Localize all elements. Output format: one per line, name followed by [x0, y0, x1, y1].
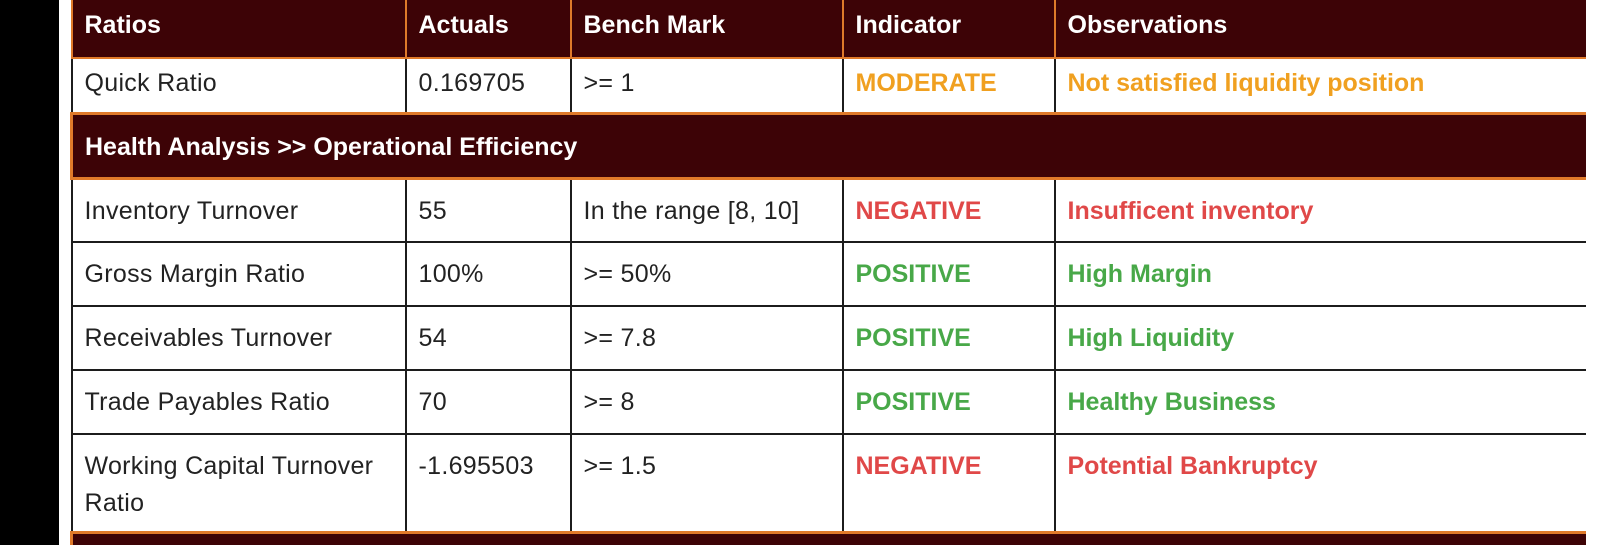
table-row: Receivables Turnover 54 >= 7.8 POSITIVE …: [70, 305, 1586, 371]
observation-text: High Margin: [1053, 241, 1586, 307]
column-header-ratios: Ratios: [70, 0, 407, 59]
actual-value: -1.695503: [404, 433, 572, 533]
column-header-observations: Observations: [1053, 0, 1586, 59]
table-row: Trade Payables Ratio 70 >= 8 POSITIVE He…: [70, 369, 1586, 435]
table-header-row: Ratios Actuals Bench Mark Indicator Obse…: [70, 0, 1586, 59]
ratio-name: Receivables Turnover: [70, 305, 407, 371]
ratio-name: Inventory Turnover: [70, 177, 407, 243]
actual-value: 70: [404, 369, 572, 435]
indicator-badge: POSITIVE: [841, 241, 1056, 307]
ratio-analysis-table-wrapper: Ratios Actuals Bench Mark Indicator Obse…: [70, 0, 1586, 545]
actual-value: 55: [404, 177, 572, 243]
benchmark-value: >= 50%: [569, 241, 844, 307]
benchmark-value: >= 7.8: [569, 305, 844, 371]
benchmark-value: >= 1.5: [569, 433, 844, 533]
ratio-analysis-table: Ratios Actuals Bench Mark Indicator Obse…: [70, 0, 1586, 545]
observation-text: High Liquidity: [1053, 305, 1586, 371]
column-header-actuals: Actuals: [404, 0, 572, 59]
indicator-badge: MODERATE: [841, 57, 1056, 114]
observation-text: Potential Bankruptcy: [1053, 433, 1586, 533]
benchmark-value: >= 1: [569, 57, 844, 114]
next-section-header-cell: [70, 530, 1586, 545]
observation-text: Insufficent inventory: [1053, 177, 1586, 243]
table-row: Working Capital Turnover Ratio -1.695503…: [70, 433, 1586, 533]
indicator-badge: NEGATIVE: [841, 433, 1056, 533]
benchmark-value: In the range [8, 10]: [569, 177, 844, 243]
actual-value: 54: [404, 305, 572, 371]
section-header-row: Health Analysis >> Operational Efficienc…: [70, 111, 1586, 180]
table-row: Inventory Turnover 55 In the range [8, 1…: [70, 177, 1586, 243]
ratio-name: Quick Ratio: [70, 57, 407, 114]
actual-value: 0.169705: [404, 57, 572, 114]
table-row: Quick Ratio 0.169705 >= 1 MODERATE Not s…: [70, 57, 1586, 114]
left-dark-strip: [0, 0, 59, 545]
benchmark-value: >= 8: [569, 369, 844, 435]
table-row: Gross Margin Ratio 100% >= 50% POSITIVE …: [70, 241, 1586, 307]
observation-text: Not satisfied liquidity position: [1053, 57, 1586, 114]
indicator-badge: POSITIVE: [841, 369, 1056, 435]
ratio-name: Gross Margin Ratio: [70, 241, 407, 307]
column-header-indicator: Indicator: [841, 0, 1056, 59]
indicator-badge: NEGATIVE: [841, 177, 1056, 243]
section-title: Health Analysis >> Operational Efficienc…: [70, 111, 1586, 180]
column-header-bench-mark: Bench Mark: [569, 0, 844, 59]
observation-text: Healthy Business: [1053, 369, 1586, 435]
ratio-name: Trade Payables Ratio: [70, 369, 407, 435]
actual-value: 100%: [404, 241, 572, 307]
ratio-name: Working Capital Turnover Ratio: [70, 433, 407, 533]
next-section-header-row: [70, 530, 1586, 545]
indicator-badge: POSITIVE: [841, 305, 1056, 371]
